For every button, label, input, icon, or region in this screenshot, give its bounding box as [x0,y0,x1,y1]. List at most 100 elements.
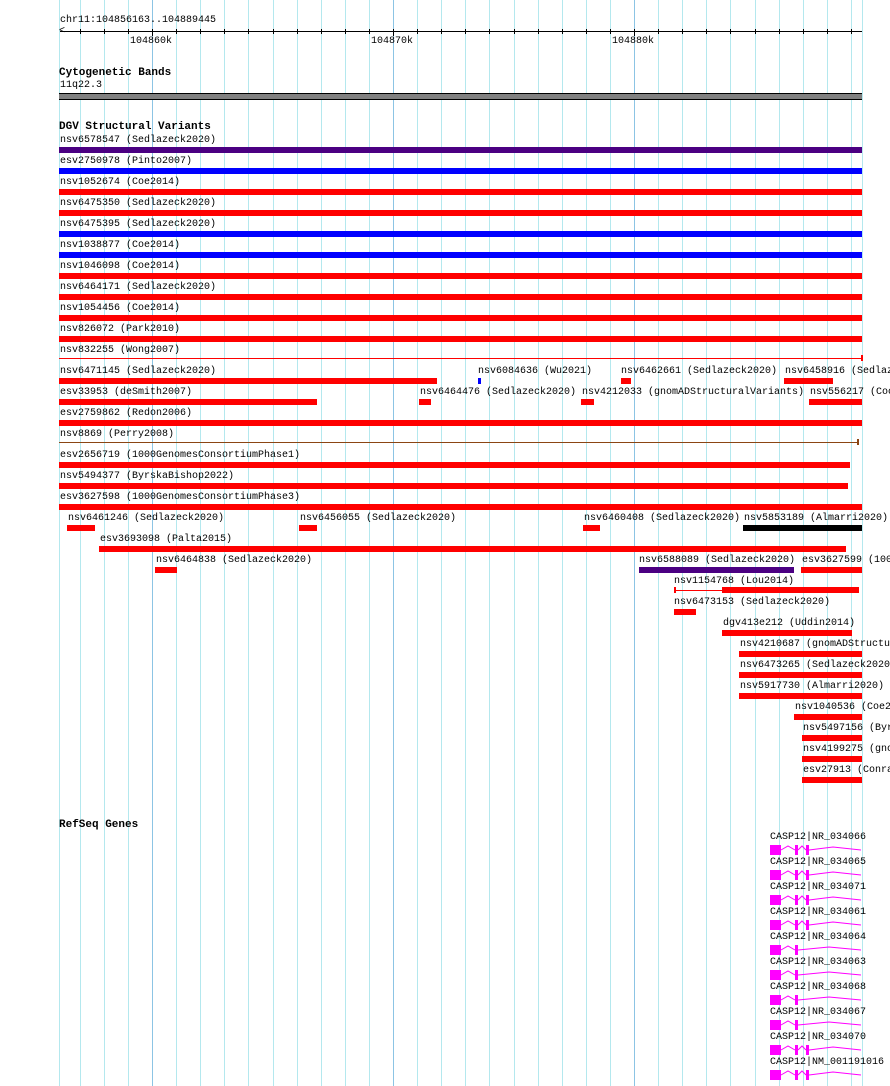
variant-bar[interactable] [722,630,852,636]
variant-label[interactable]: esv2759862 (Redon2006) [60,408,193,419]
variant-label[interactable]: esv27913 (Conra [803,765,890,776]
variant-bar[interactable] [59,420,862,426]
variant-bar[interactable] [59,378,437,384]
variant-bar[interactable] [59,168,862,174]
variant-bar[interactable] [739,693,862,699]
variant-bar[interactable] [59,252,862,258]
variant-label[interactable]: nsv5853189 (Almarri2020) [744,513,889,524]
variant-bar[interactable] [801,567,862,573]
gene-label[interactable]: CASP12|NR_034066 [770,832,867,843]
gene-model[interactable] [769,893,869,907]
variant-bar[interactable] [802,777,862,783]
variant-label[interactable]: nsv6461246 (Sedlazeck2020) [68,513,225,524]
variant-bar[interactable] [67,525,95,531]
variant-label[interactable]: nsv6475395 (Sedlazeck2020) [60,219,217,230]
variant-bar[interactable] [59,483,848,489]
variant-bar[interactable] [722,587,859,593]
gene-label[interactable]: CASP12|NR_034063 [770,957,867,968]
variant-label[interactable]: nsv826072 (Park2010) [60,324,181,335]
variant-label[interactable]: esv3693098 (Palta2015) [100,534,233,545]
variant-label[interactable]: nsv6578547 (Sedlazeck2020) [60,135,217,146]
variant-label[interactable]: nsv556217 (Coo [810,387,890,398]
variant-label[interactable]: nsv8869 (Perry2008) [60,429,175,440]
variant-bar[interactable] [802,756,862,762]
variant-bar[interactable] [857,439,859,445]
variant-bar[interactable] [743,525,862,531]
variant-bar[interactable] [419,399,431,405]
variant-bar[interactable] [784,378,833,384]
variant-label[interactable]: nsv1054456 (Coe2014) [60,303,181,314]
variant-label[interactable]: nsv6464476 (Sedlazeck2020) [420,387,577,398]
variant-label[interactable]: nsv6473153 (Sedlazeck2020) [674,597,831,608]
variant-bar[interactable] [639,567,794,573]
gene-label[interactable]: CASP12|NR_034065 [770,857,867,868]
variant-bar[interactable] [59,231,862,237]
variant-label[interactable]: nsv6458916 (Sedlaz [785,366,890,377]
gene-model[interactable] [769,968,869,982]
variant-bar[interactable] [59,189,862,195]
gene-label[interactable]: CASP12|NR_034064 [770,932,867,943]
variant-label[interactable]: nsv1040536 (Coe2 [795,702,890,713]
variant-bar[interactable] [739,651,862,657]
variant-label[interactable]: dgv413e212 (Uddin2014) [723,618,856,629]
variant-label[interactable]: nsv1052674 (Coe2014) [60,177,181,188]
ruler-axis[interactable] [60,31,862,32]
variant-bar[interactable] [155,567,177,573]
cytoband-bar[interactable] [59,93,862,100]
variant-label[interactable]: nsv6464838 (Sedlazeck2020) [156,555,313,566]
variant-bar[interactable] [299,525,317,531]
variant-bar[interactable] [59,442,858,443]
variant-label[interactable]: nsv4212033 (gnomADStructuralVariants) [582,387,805,398]
gene-model[interactable] [769,943,869,957]
variant-label[interactable]: esv2750978 (Pinto2007) [60,156,193,167]
variant-bar[interactable] [802,735,862,741]
variant-label[interactable]: esv2656719 (1000GenomesConsortiumPhase1) [60,450,301,461]
variant-label[interactable]: nsv5494377 (ByrskaBishop2022) [60,471,235,482]
gene-label[interactable]: CASP12|NR_034071 [770,882,867,893]
variant-bar[interactable] [794,714,862,720]
variant-label[interactable]: nsv6588089 (Sedlazeck2020) [639,555,796,566]
variant-label[interactable]: nsv1154768 (Lou2014) [674,576,795,587]
variant-label[interactable]: nsv6464171 (Sedlazeck2020) [60,282,217,293]
variant-bar[interactable] [59,273,862,279]
variant-bar[interactable] [621,378,631,384]
variant-label[interactable]: nsv6471145 (Sedlazeck2020) [60,366,217,377]
variant-bar[interactable] [59,336,862,342]
variant-bar[interactable] [674,587,676,593]
variant-label[interactable]: nsv1038877 (Coe2014) [60,240,181,251]
variant-bar[interactable] [59,147,862,153]
variant-bar[interactable] [581,399,594,405]
variant-bar[interactable] [59,462,850,468]
gene-label[interactable]: CASP12|NR_034061 [770,907,867,918]
gene-model[interactable] [769,868,869,882]
variant-bar[interactable] [99,546,846,552]
variant-label[interactable]: nsv1046098 (Coe2014) [60,261,181,272]
gene-model[interactable] [769,1018,869,1032]
gene-label[interactable]: CASP12|NR_034070 [770,1032,867,1043]
variant-bar[interactable] [739,672,862,678]
variant-bar[interactable] [59,315,862,321]
variant-bar[interactable] [674,609,696,615]
gene-label[interactable]: CASP12|NM_001191016 [770,1057,885,1068]
variant-label[interactable]: nsv6456055 (Sedlazeck2020) [300,513,457,524]
variant-bar[interactable] [583,525,600,531]
variant-label[interactable]: nsv6084636 (Wu2021) [478,366,593,377]
variant-bar[interactable] [59,210,862,216]
variant-label[interactable]: nsv5917730 (Almarri2020) [740,681,885,692]
variant-label[interactable]: nsv6475350 (Sedlazeck2020) [60,198,217,209]
variant-label[interactable]: nsv832255 (Wong2007) [60,345,181,356]
variant-label[interactable]: nsv4210687 (gnomADStructur [740,639,890,650]
variant-label[interactable]: nsv5497156 (Byr [803,723,890,734]
variant-label[interactable]: esv3627599 (100 [802,555,890,566]
gene-model[interactable] [769,1043,869,1057]
gene-model[interactable] [769,918,869,932]
variant-label[interactable]: nsv6460408 (Sedlazeck2020) [584,513,741,524]
gene-label[interactable]: CASP12|NR_034067 [770,1007,867,1018]
variant-label[interactable]: nsv6473265 (Sedlazeck2020 [740,660,890,671]
gene-model[interactable] [769,1068,869,1082]
variant-bar[interactable] [478,378,481,384]
variant-bar[interactable] [59,358,862,359]
variant-label[interactable]: esv33953 (deSmith2007) [60,387,193,398]
variant-bar[interactable] [59,294,862,300]
gene-model[interactable] [769,993,869,1007]
